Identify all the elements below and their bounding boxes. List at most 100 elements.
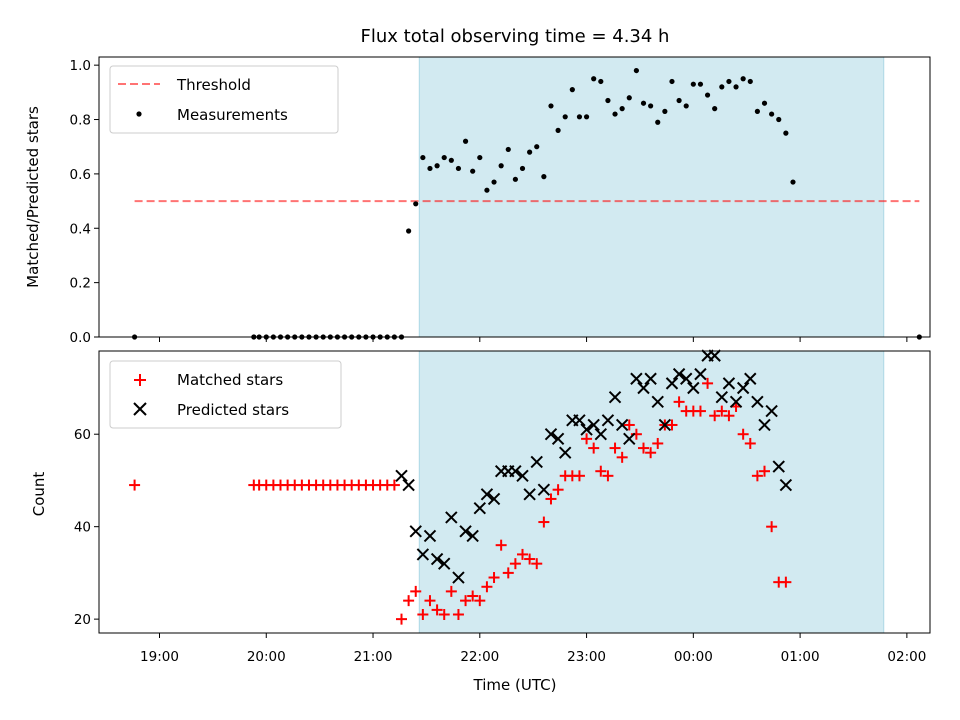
measurement-point bbox=[612, 111, 618, 117]
predicted-star-point bbox=[630, 372, 643, 385]
matched-star-point bbox=[581, 433, 593, 445]
predicted-star-point bbox=[395, 469, 408, 483]
top-y-tick-label: 0.4 bbox=[70, 221, 91, 237]
top-y-tick-label: 0.6 bbox=[70, 167, 91, 183]
measurement-point bbox=[534, 144, 540, 150]
bottom-y-tick-label: 60 bbox=[74, 427, 91, 443]
x-tick-label: 01:00 bbox=[781, 649, 820, 665]
matched-star-point bbox=[588, 442, 600, 454]
bottom-y-tick-label: 20 bbox=[74, 612, 91, 628]
measurement-point bbox=[740, 76, 746, 82]
matched-star-point bbox=[488, 572, 500, 584]
predicted-star-point bbox=[615, 418, 629, 432]
top-y-tick-label: 0.0 bbox=[70, 330, 91, 346]
matched-star-point bbox=[751, 470, 763, 482]
predicted-star-point bbox=[722, 377, 736, 390]
measurement-point bbox=[733, 84, 739, 90]
measurement-point bbox=[676, 97, 682, 104]
x-axis-label: Time (UTC) bbox=[473, 676, 557, 694]
measurement-point bbox=[754, 108, 760, 114]
matched-star-point bbox=[517, 548, 529, 560]
predicted-star-point bbox=[544, 428, 558, 441]
top-legend: Threshold Measurements bbox=[109, 65, 339, 134]
predicted-star-point bbox=[452, 571, 465, 584]
measurement-point bbox=[583, 114, 590, 120]
matched-star-point bbox=[552, 484, 564, 496]
predicted-star-point bbox=[409, 525, 422, 538]
predicted-star-point bbox=[744, 372, 757, 385]
predicted-star-point bbox=[430, 552, 444, 566]
matched-star-point bbox=[445, 585, 457, 597]
predicted-star-point bbox=[473, 501, 487, 515]
measurement-point bbox=[541, 174, 547, 180]
predicted-star-point bbox=[601, 414, 615, 427]
matched-star-point bbox=[403, 595, 415, 607]
matched-star-point bbox=[609, 442, 621, 454]
measurement-point bbox=[719, 84, 725, 90]
matched-star-point bbox=[460, 595, 472, 607]
top-y-tick-label: 0.8 bbox=[70, 113, 91, 129]
predicted-star-point bbox=[594, 428, 608, 441]
measurement-point bbox=[477, 154, 483, 161]
top-y-tick-label: 0.2 bbox=[70, 276, 91, 292]
measurement-point bbox=[605, 97, 611, 104]
matched-star-point bbox=[673, 396, 685, 408]
measurement-point bbox=[427, 165, 433, 172]
matched-star-point bbox=[452, 609, 464, 621]
measurement-point bbox=[470, 168, 476, 174]
x-tick-label: 22:00 bbox=[460, 649, 499, 665]
bottom-y-axis: 20 40 60 bbox=[74, 427, 99, 628]
predicted-star-point bbox=[551, 432, 565, 446]
legend-measurements-label: Measurements bbox=[177, 106, 288, 124]
predicted-star-point bbox=[445, 511, 458, 524]
measurement-point bbox=[776, 116, 782, 123]
measurement-point bbox=[491, 179, 497, 185]
x-tick-label: 21:00 bbox=[354, 649, 393, 665]
matched-star-point bbox=[716, 405, 728, 417]
predicted-star-point bbox=[530, 455, 543, 469]
predicted-star-point bbox=[729, 395, 743, 409]
measurement-point bbox=[519, 165, 526, 172]
measurement-point bbox=[683, 103, 689, 109]
predicted-star-point bbox=[751, 395, 764, 409]
measurement-legend-swatch bbox=[136, 111, 142, 117]
matched-star-point bbox=[638, 442, 650, 454]
matched-star-point bbox=[424, 595, 436, 607]
matched-star-point bbox=[573, 470, 585, 482]
predicted-star-point bbox=[779, 478, 793, 492]
bottom-axes-frame bbox=[98, 350, 931, 634]
measurement-point bbox=[783, 130, 789, 136]
predicted-star-point bbox=[559, 446, 572, 459]
bottom-legend: Matched stars Predicted stars bbox=[109, 360, 342, 429]
predicted-star-point bbox=[637, 381, 650, 395]
matched-star-point bbox=[652, 437, 664, 449]
measurement-point bbox=[498, 163, 504, 169]
top-axes-frame bbox=[98, 56, 931, 338]
matched-star-point bbox=[509, 558, 521, 570]
matched-star-point bbox=[766, 521, 778, 533]
bottom-shaded-span bbox=[418, 350, 885, 634]
legend-threshold-label: Threshold bbox=[176, 76, 251, 94]
matched-star-point bbox=[495, 539, 507, 551]
measurement-point bbox=[420, 154, 426, 161]
measurement-point bbox=[790, 179, 796, 185]
measurement-point bbox=[761, 100, 768, 106]
predicted-star-point bbox=[715, 391, 729, 404]
predicted-legend-swatch bbox=[133, 402, 147, 416]
predicted-star-point bbox=[423, 529, 437, 543]
measurement-point bbox=[704, 92, 711, 98]
measurement-point bbox=[548, 103, 554, 109]
predicted-star-point bbox=[537, 483, 551, 496]
predicted-star-point bbox=[658, 418, 672, 432]
matched-star-point bbox=[431, 604, 443, 616]
measurement-point bbox=[406, 228, 412, 234]
bottom-x-axis: 19:00 20:00 21:00 22:00 23:00 00:00 01:00 02:00 bbox=[140, 633, 926, 665]
bottom-y-axis-label: Count bbox=[30, 472, 48, 517]
predicted-star-point bbox=[587, 418, 600, 432]
measurement-point bbox=[626, 95, 632, 101]
measurement-point bbox=[505, 146, 511, 153]
matched-star-point bbox=[737, 428, 749, 440]
predicted-star-point bbox=[758, 418, 771, 432]
bottom-panel: 20 40 60 19:00 20:00 21:00 22:00 23:00 00:00 01:… bbox=[30, 349, 931, 694]
